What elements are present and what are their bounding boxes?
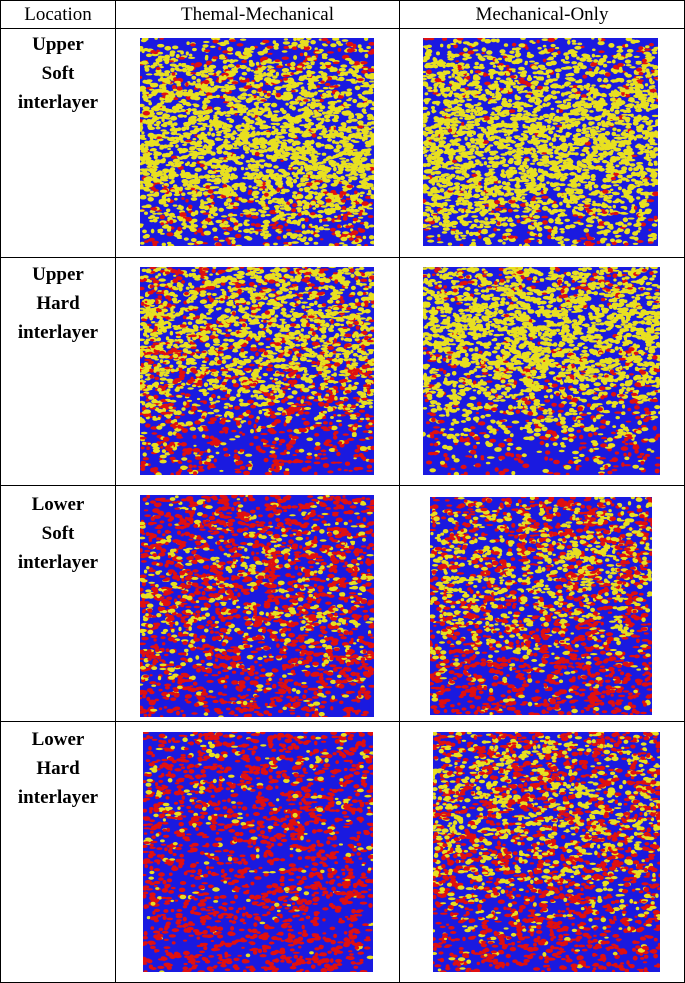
row-label-line: Hard — [1, 289, 115, 318]
row-divider-2 — [0, 485, 685, 486]
snapshot-particles — [433, 732, 660, 972]
row-label-line: interlayer — [1, 88, 115, 117]
row-label-line: Soft — [1, 519, 115, 548]
row-divider-1 — [0, 257, 685, 258]
snapshot-upper-hard-thermal — [140, 267, 374, 475]
row-label-line: Upper — [1, 30, 115, 59]
row-label-line: Soft — [1, 59, 115, 88]
row-label-line: interlayer — [1, 318, 115, 347]
snapshot-upper-soft-mechanical — [423, 38, 658, 246]
snapshot-lower-soft-mechanical — [430, 497, 652, 715]
table-border-top — [0, 0, 685, 1]
row-label-line: Lower — [1, 725, 115, 754]
snapshot-lower-hard-mechanical — [433, 732, 660, 972]
row-label-lower-hard: Lower Hard interlayer — [1, 725, 115, 812]
snapshot-lower-soft-thermal — [140, 495, 374, 717]
snapshot-particles — [430, 497, 652, 715]
snapshot-particles — [140, 495, 374, 717]
table-border-left — [0, 0, 1, 982]
header-mechanical-only: Mechanical-Only — [400, 1, 684, 29]
snapshot-particles — [423, 267, 660, 475]
table-divider-2 — [399, 0, 400, 982]
row-label-lower-soft: Lower Soft interlayer — [1, 490, 115, 577]
row-divider-3 — [0, 721, 685, 722]
header-location: Location — [1, 1, 115, 29]
header-divider — [0, 28, 685, 29]
snapshot-particles — [140, 38, 374, 246]
snapshot-particles — [143, 732, 373, 972]
row-label-line: Lower — [1, 490, 115, 519]
row-label-line: Hard — [1, 754, 115, 783]
row-label-upper-hard: Upper Hard interlayer — [1, 260, 115, 347]
header-thermal-mechanical: Themal-Mechanical — [116, 1, 399, 29]
row-label-upper-soft: Upper Soft interlayer — [1, 30, 115, 117]
snapshot-upper-hard-mechanical — [423, 267, 660, 475]
row-label-line: interlayer — [1, 783, 115, 812]
table-divider-1 — [115, 0, 116, 982]
row-label-line: interlayer — [1, 548, 115, 577]
row-label-line: Upper — [1, 260, 115, 289]
snapshot-upper-soft-thermal — [140, 38, 374, 246]
snapshot-lower-hard-thermal — [143, 732, 373, 972]
snapshot-particles — [423, 38, 658, 246]
snapshot-particles — [140, 267, 374, 475]
